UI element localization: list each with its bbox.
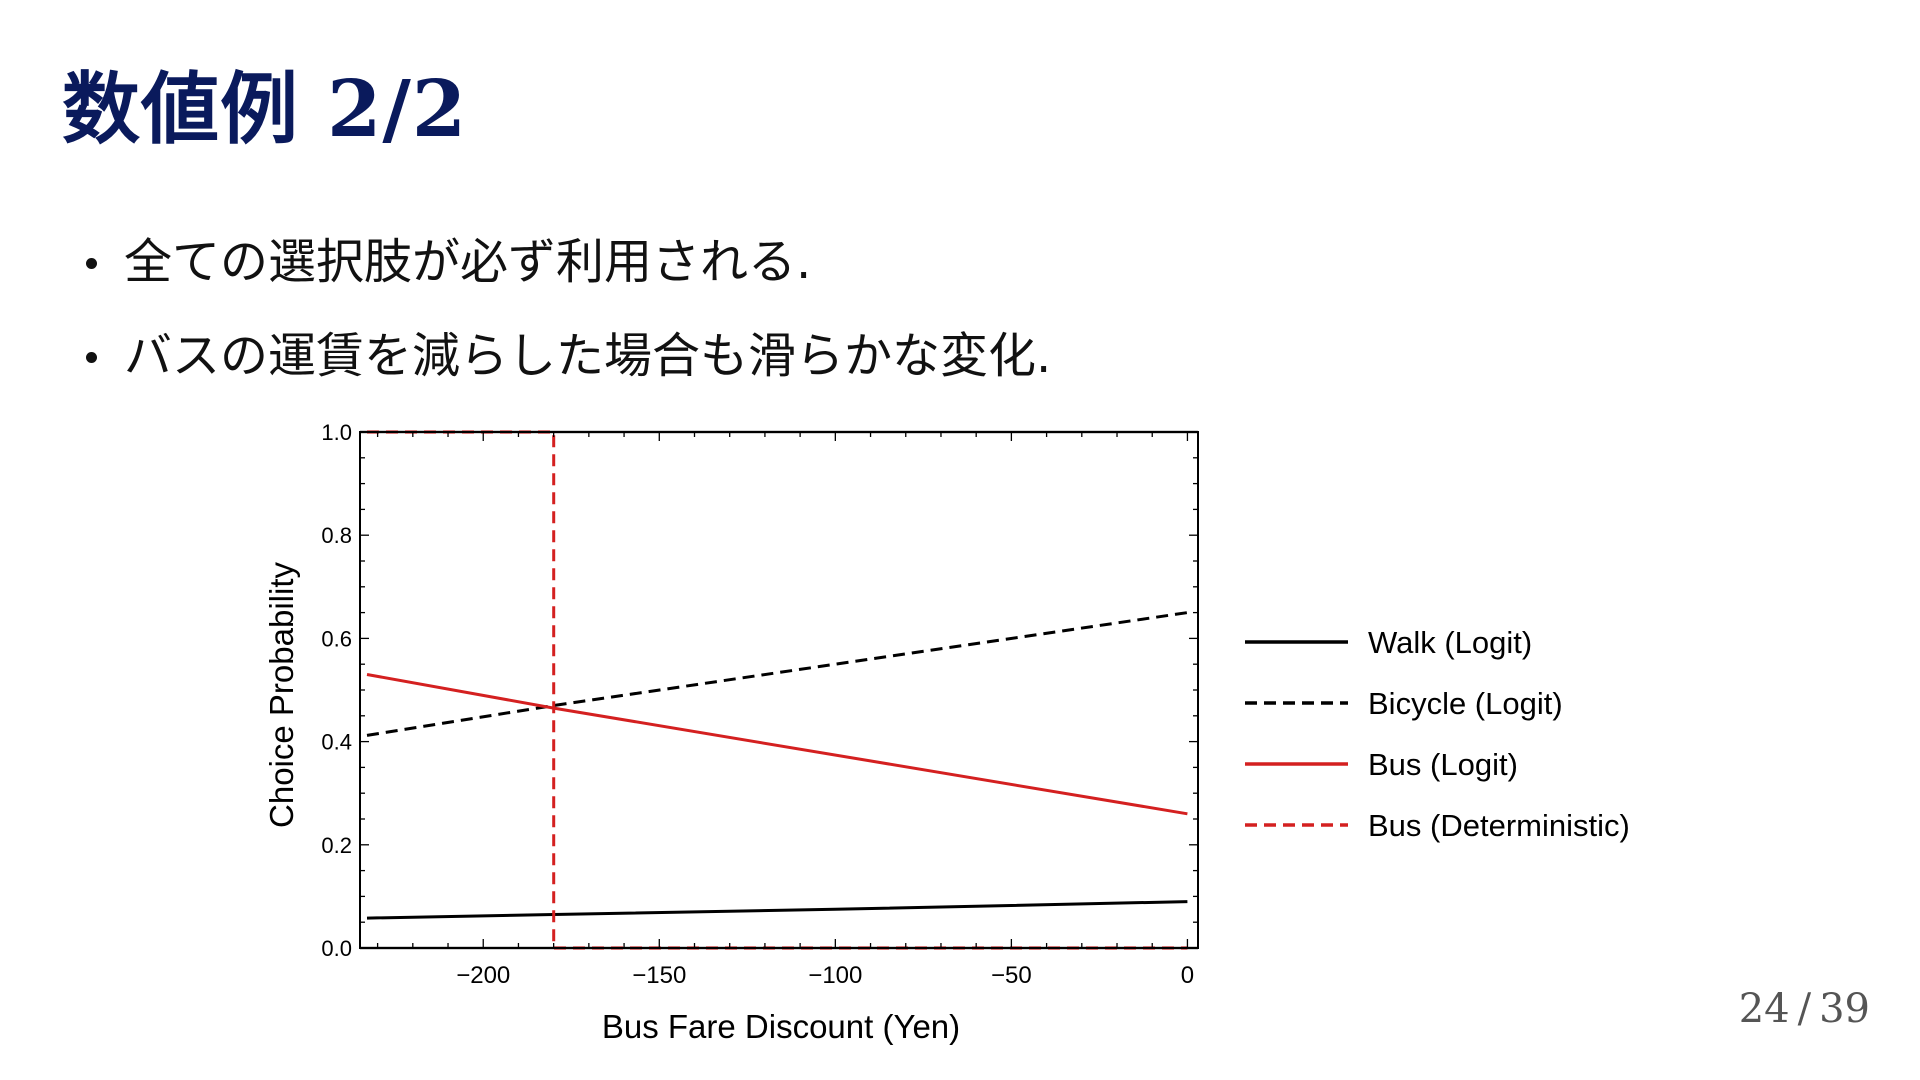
series-line-bus-logit [366,673,1188,816]
bullet-text: バスの運賃を減らした場合も滑らかな変化. [124,328,1052,384]
page-total: 39 [1819,986,1870,1032]
plot-area [360,430,1198,950]
y-tick-label: 0.6 [321,626,352,651]
choice-probability-chart: −200 −150 −100 −50 0 0.0 0.2 0.4 0.6 0.8 1.0 Bus F… [263,420,1630,1045]
bullet-item: 全ての選択肢が必ず利用される. [80,230,1051,294]
axis-layer: −200 −150 −100 −50 0 0.0 0.2 0.4 0.6 0.8 1.0 [321,420,1199,989]
slide-title: 数値例 2/2 [62,64,468,155]
y-tick-label: 0.4 [321,730,352,755]
series-line-walk-logit [366,900,1188,920]
legend: Walk (Logit) Bicycle (Logit) Bus (Logit) Bu… [1245,625,1630,843]
page-separator: / [1797,986,1812,1032]
bullet-text: 全ての選択肢が必ず利用される. [124,234,812,290]
bullet-dot-icon [86,352,97,363]
x-tick-label: −200 [456,962,510,989]
y-axis-label: Choice Probability [263,562,300,828]
series-line-bus-deterministic [367,430,1188,950]
y-tick-label: 0.8 [321,523,352,548]
legend-label-bicycle-logit: Bicycle (Logit) [1368,686,1563,721]
bullet-item: バスの運賃を減らした場合も滑らかな変化. [80,324,1051,388]
legend-label-bus-logit: Bus (Logit) [1368,747,1518,782]
x-tick-label: −50 [991,962,1032,989]
legend-label-walk-logit: Walk (Logit) [1368,625,1532,660]
page-number: 24/39 [1739,986,1870,1032]
bullet-list: 全ての選択肢が必ず利用される. バスの運賃を減らした場合も滑らかな変化. [80,230,1051,418]
x-axis-label: Bus Fare Discount (Yen) [602,1008,960,1045]
x-tick-label: −100 [808,962,862,989]
y-tick-label: 1.0 [321,420,352,445]
legend-label-bus-deterministic: Bus (Deterministic) [1368,808,1630,843]
y-tick-label: 0.0 [321,936,352,961]
y-tick-label: 0.2 [321,833,352,858]
series-layer [366,430,1188,950]
series-line-bicycle-logit [366,611,1188,737]
x-tick-label: 0 [1181,962,1194,989]
bullet-dot-icon [86,258,97,269]
x-tick-label: −150 [632,962,686,989]
plot-frame [359,431,1199,949]
page-current: 24 [1738,986,1790,1032]
